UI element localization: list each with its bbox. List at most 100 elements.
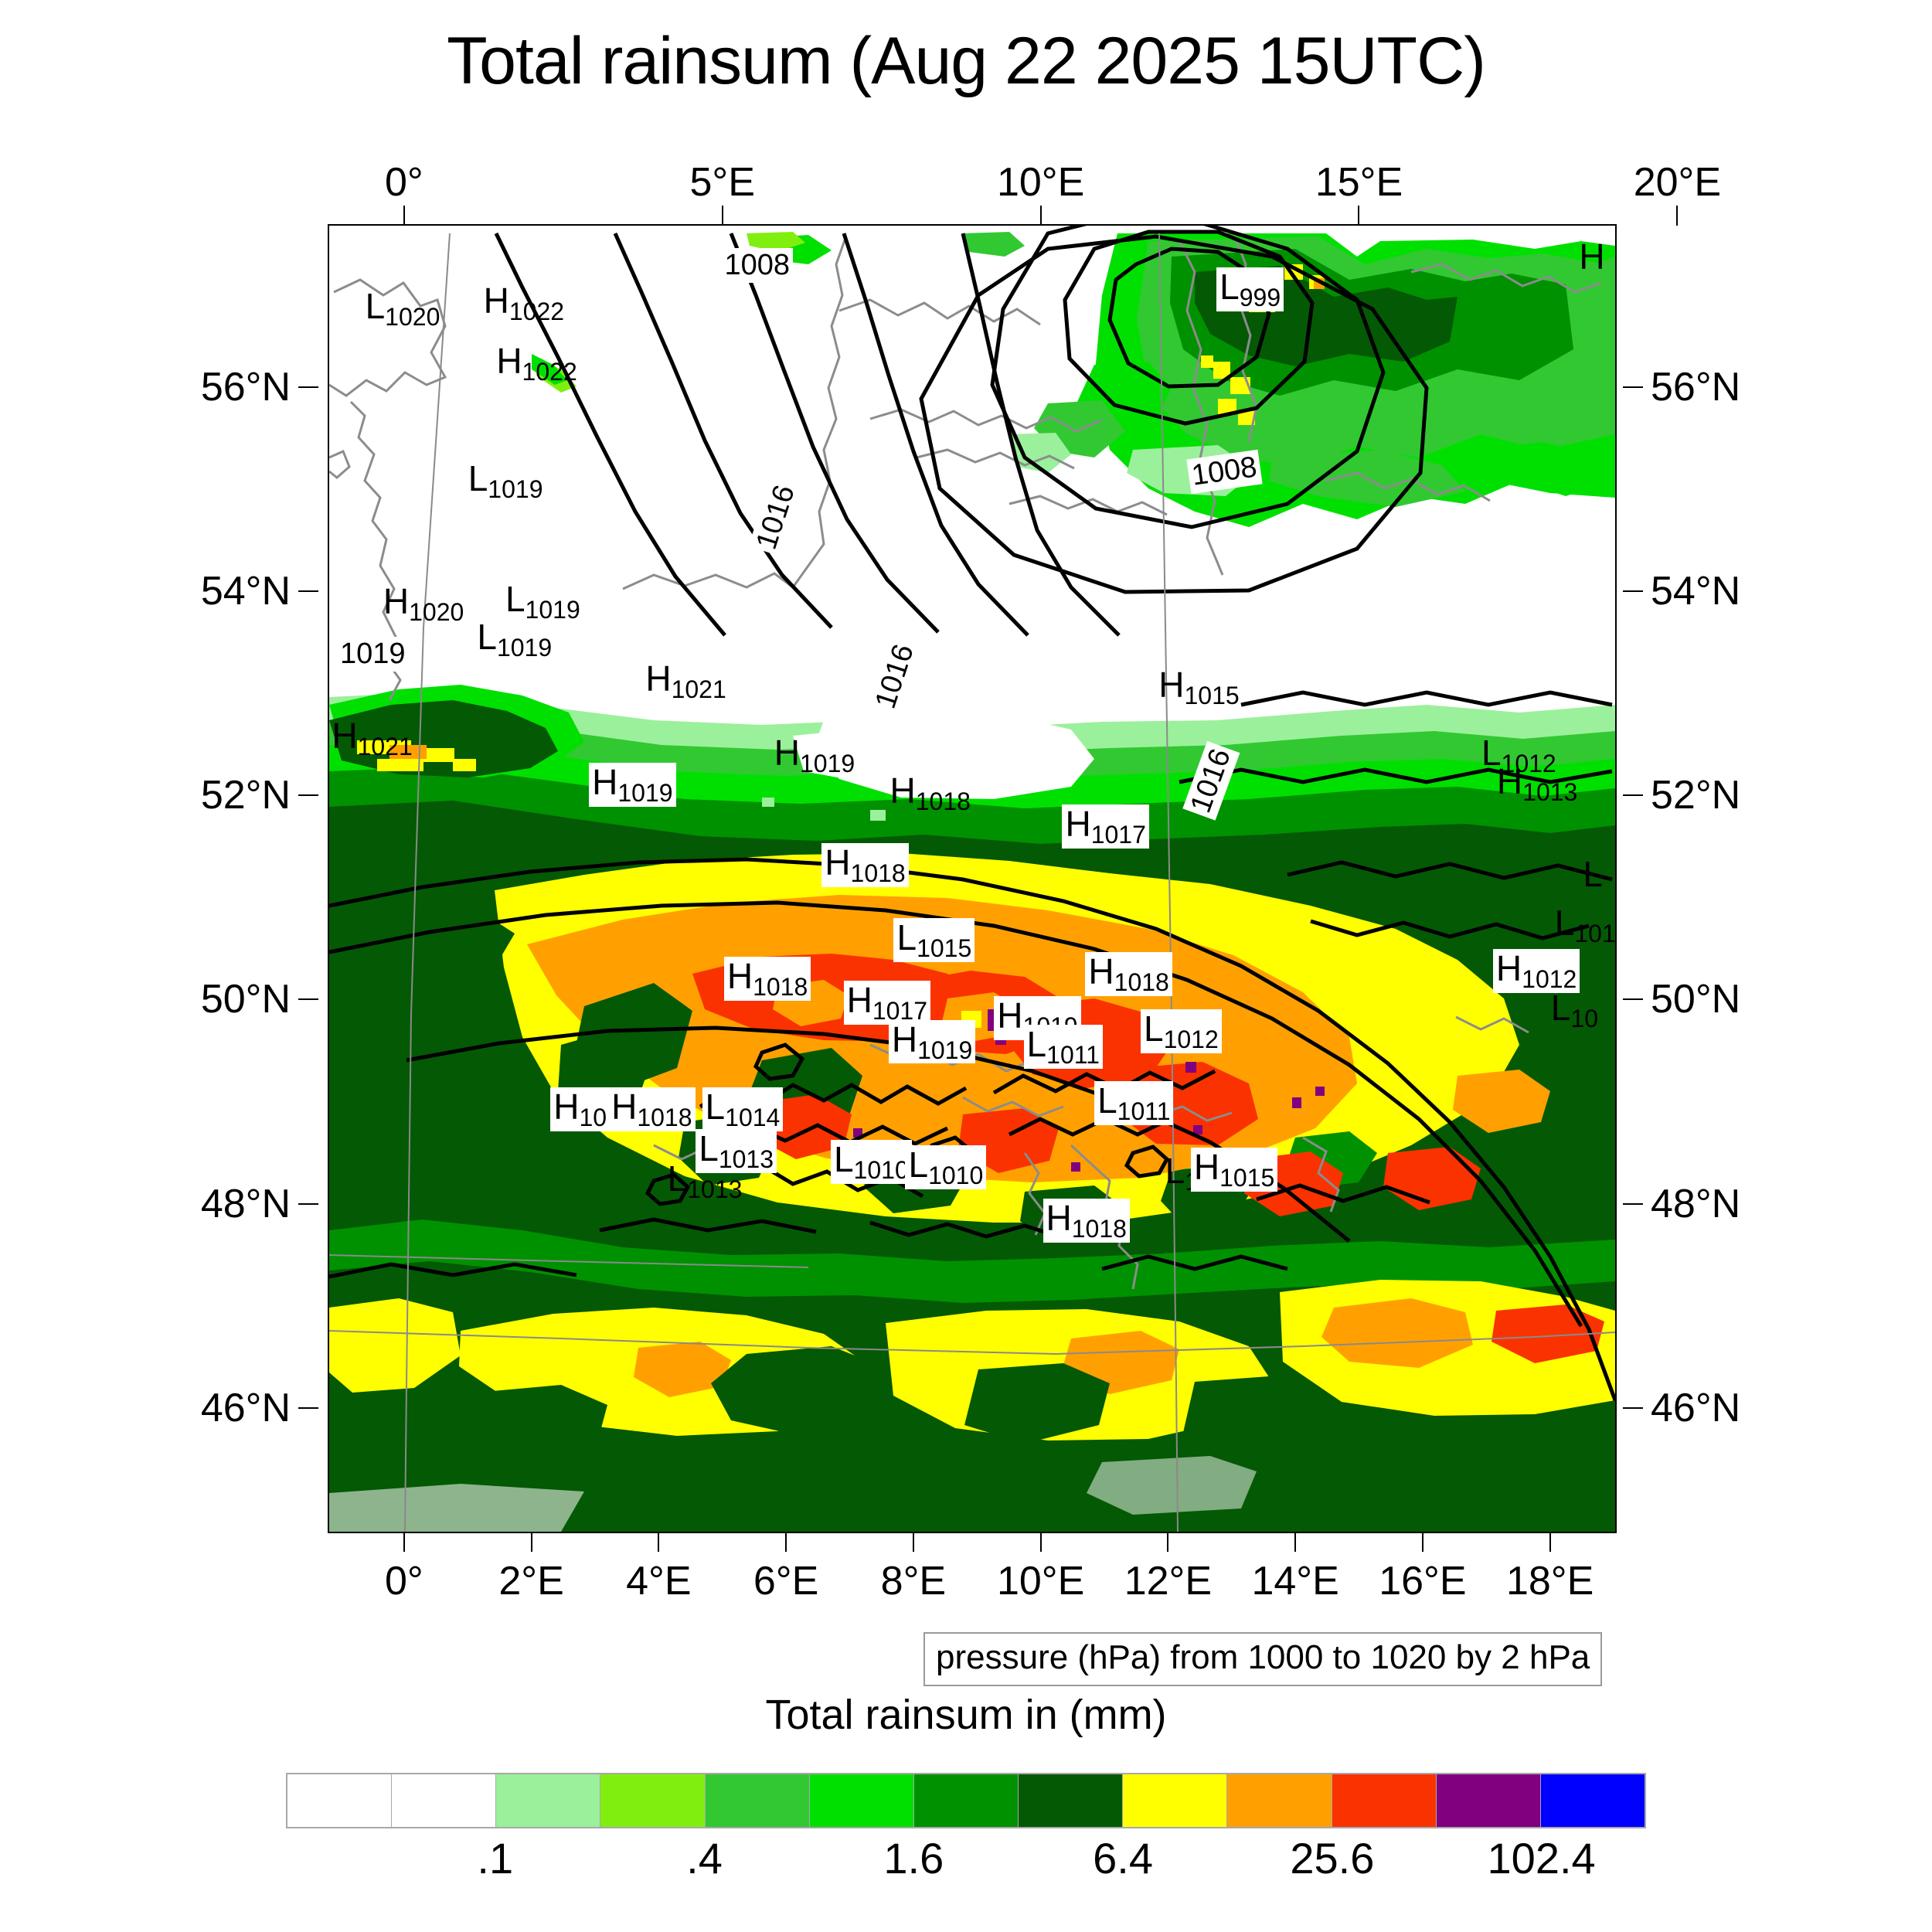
high-pressure-marker-19: H1017 [843,979,931,1025]
pressure-symbol: L [1481,733,1502,774]
colorbar-tick-4: 25.6 [1290,1834,1375,1883]
pressure-value: 1011 [1117,1097,1171,1125]
pressure-symbol: L [1097,1080,1117,1121]
colorbar-swatch-8[interactable] [1123,1774,1228,1827]
pressure-value: 1019 [525,595,580,624]
weather-map-plot: L1020 H1022 H1022 L1019 H1020 L1019 L1019 H1021… [328,224,1617,1533]
colorbar-swatches[interactable] [286,1773,1646,1828]
pressure-value: 1019 [617,778,673,807]
colorbar-swatch-4[interactable] [705,1774,810,1827]
pressure-value: 1013 [687,1175,743,1203]
axis-label-bottom-1: 2°E [498,1559,564,1604]
low-pressure-marker-3: L1019 [468,461,543,502]
pressure-value: 1012 [1163,1025,1219,1053]
pressure-value: 1021 [357,733,413,761]
high-pressure-marker-37: H1015 [1190,1148,1278,1192]
high-pressure-marker-7: H1021 [645,661,726,702]
colorbar-swatch-2[interactable] [496,1774,601,1827]
high-pressure-marker-15: H1015 [1158,667,1239,708]
pressure-symbol: H [483,281,509,321]
axis-tick-left-0 [298,386,318,389]
pressure-value: 1018 [753,973,808,1002]
pressure-symbol: H [1496,761,1523,802]
pressure-symbol: L [1219,267,1240,308]
pressure-symbol: L [667,1158,688,1199]
axis-tick-top-2 [1039,206,1042,226]
pressure-value: 1021 [671,675,726,703]
high-pressure-marker-18: H1018 [723,957,811,1002]
low-pressure-marker-32: L1013 [696,1129,777,1174]
low-pressure-marker-27: L1012 [1140,1009,1222,1053]
axis-label-top-1: 5°E [689,160,755,205]
low-pressure-marker-31: L1011 [1094,1080,1174,1125]
colorbar-swatch-5[interactable] [809,1774,914,1827]
pressure-symbol: L [833,1139,854,1179]
pressure-symbol: H [1495,948,1522,989]
pressure-symbol: L [1165,1150,1185,1191]
pressure-symbol: H [383,581,410,622]
pressure-value: 999 [1239,284,1281,312]
colorbar-swatch-12[interactable] [1540,1774,1645,1827]
colorbar-swatch-10[interactable] [1332,1774,1437,1827]
colorbar-swatch-9[interactable] [1227,1774,1332,1827]
axis-label-left-5: 46°N [200,1385,291,1430]
pressure-symbol: L [1583,854,1603,895]
colorbar-swatch-7[interactable] [1019,1774,1124,1827]
pressure-value: 1013 [718,1145,774,1174]
colorbar-tick-0: .1 [477,1834,514,1883]
axis-label-left-2: 52°N [200,773,291,818]
axis-tick-left-4 [298,1202,318,1205]
pressure-value: 1010 [853,1155,909,1184]
axis-label-left-3: 50°N [200,977,291,1022]
axis-tick-top-4 [1676,206,1679,226]
map-canvas [329,226,1615,1532]
axis-tick-bottom-9 [1549,1532,1551,1552]
axis-label-top-4: 20°E [1633,160,1722,205]
pressure-symbol: H [1579,236,1605,277]
axis-label-bottom-0: 0° [384,1559,423,1604]
low-pressure-marker-17: L1015 [893,917,975,962]
pressure-symbol: H [889,770,916,811]
pressure-value: 1018 [850,859,906,888]
colorbar-tick-labels: .1 .4 1.6 6.4 25.6 102.4 [286,1833,1646,1887]
low-pressure-marker-41: L [1583,856,1603,897]
pressure-symbol: H [496,341,522,382]
axis-label-bottom-9: 18°E [1505,1559,1594,1604]
axis-label-left-1: 54°N [200,569,291,614]
pressure-symbol: H [1046,1198,1072,1239]
pressure-symbol: H [997,995,1023,1036]
axis-tick-left-2 [298,794,318,797]
low-pressure-marker-30: L1014 [702,1087,784,1132]
page-title: Total rainsum (Aug 22 2025 15UTC) [447,24,1486,98]
high-pressure-marker-22: H1012 [1492,948,1580,994]
axis-tick-bottom-5 [1039,1532,1042,1552]
low-pressure-marker-34: L1010 [830,1139,912,1184]
pressure-value: 1019 [496,633,553,662]
colorbar-swatch-0[interactable] [287,1774,393,1827]
colorbar[interactable] [286,1773,1646,1828]
axis-label-right-0: 56°N [1651,365,1741,410]
axis-label-bottom-7: 14°E [1251,1559,1339,1604]
high-pressure-marker-14: H1013 [1497,764,1577,804]
colorbar-swatch-6[interactable] [913,1774,1019,1827]
high-pressure-marker-12: H1017 [1062,804,1149,849]
axis-tick-top-1 [721,206,723,226]
colorbar-tick-3: 6.4 [1093,1834,1153,1883]
axis-tick-top-3 [1358,206,1360,226]
colorbar-swatch-11[interactable] [1436,1774,1541,1827]
high-pressure-marker-10: H1019 [589,762,676,807]
axis-tick-right-2 [1623,794,1643,797]
axis-label-right-4: 48°N [1651,1181,1741,1226]
axis-tick-bottom-0 [403,1532,405,1552]
high-pressure-marker-1: H1022 [484,283,564,324]
low-pressure-marker-39: L999 [1216,267,1284,312]
low-pressure-marker-0: L1020 [366,288,440,329]
colorbar-swatch-1[interactable] [392,1774,497,1827]
low-pressure-marker-13: L1012 [1481,735,1556,776]
low-pressure-marker-33: L1013 [668,1161,743,1202]
pressure-symbol: H [846,979,872,1020]
pressure-symbol: L [365,286,386,327]
axis-tick-right-4 [1623,1202,1643,1205]
pressure-value: 1012 [1522,965,1577,994]
colorbar-swatch-3[interactable] [600,1774,706,1827]
